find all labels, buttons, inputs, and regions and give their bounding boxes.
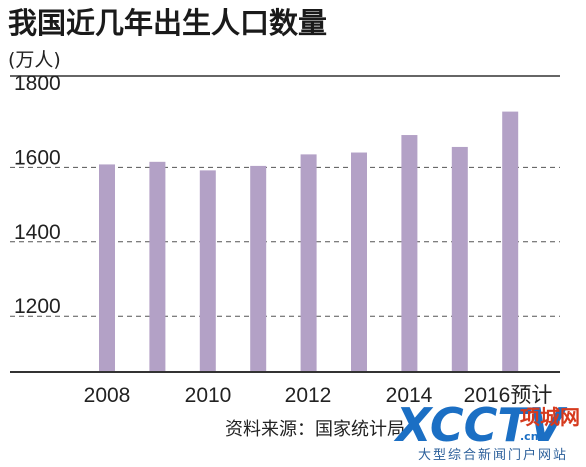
x-tick-label: 2008 bbox=[84, 384, 131, 407]
bar-2015 bbox=[451, 146, 468, 372]
watermark-xcctv: XCCTV bbox=[393, 398, 568, 452]
x-tick-label: 2014 bbox=[386, 384, 433, 407]
bar-2012 bbox=[300, 154, 317, 372]
watermark-logo: XCCTV .cn 项城网 大型综合新闻门户网站 bbox=[393, 398, 580, 463]
y-tick-label: 1400 bbox=[14, 221, 61, 244]
x-tick-label: 2016预计 bbox=[464, 384, 553, 407]
watermark-domain: .cn bbox=[520, 430, 539, 443]
bar-2008 bbox=[99, 164, 115, 372]
watermark-site-name: 项城网 bbox=[520, 405, 580, 429]
x-tick-label: 2012 bbox=[285, 384, 332, 407]
bar-2016预计 bbox=[502, 111, 519, 372]
bar-2011 bbox=[250, 165, 267, 372]
y-tick-label: 1800 bbox=[14, 72, 61, 95]
y-tick-label: 1200 bbox=[14, 295, 61, 318]
chart-title: 我国近几年出生人口数量 bbox=[8, 6, 327, 40]
x-tick-label: 2010 bbox=[185, 384, 232, 407]
unit-label: (万人) bbox=[8, 49, 61, 71]
x-axis-ticks: 2008 2010 2012 2014 2016预计 bbox=[84, 384, 553, 407]
bar-2010 bbox=[199, 170, 216, 372]
grid-lines bbox=[10, 166, 560, 317]
y-axis-ticks: 1200 1400 1600 1800 bbox=[14, 72, 61, 318]
bar-2014 bbox=[401, 135, 418, 372]
y-tick-label: 1600 bbox=[14, 146, 61, 169]
bar-2009 bbox=[149, 161, 166, 372]
bar-series bbox=[99, 111, 519, 372]
bar-2013 bbox=[351, 152, 367, 372]
watermark-tagline: 大型综合新闻门户网站 bbox=[418, 447, 568, 463]
source-note: 资料来源：国家统计局 bbox=[225, 419, 405, 440]
